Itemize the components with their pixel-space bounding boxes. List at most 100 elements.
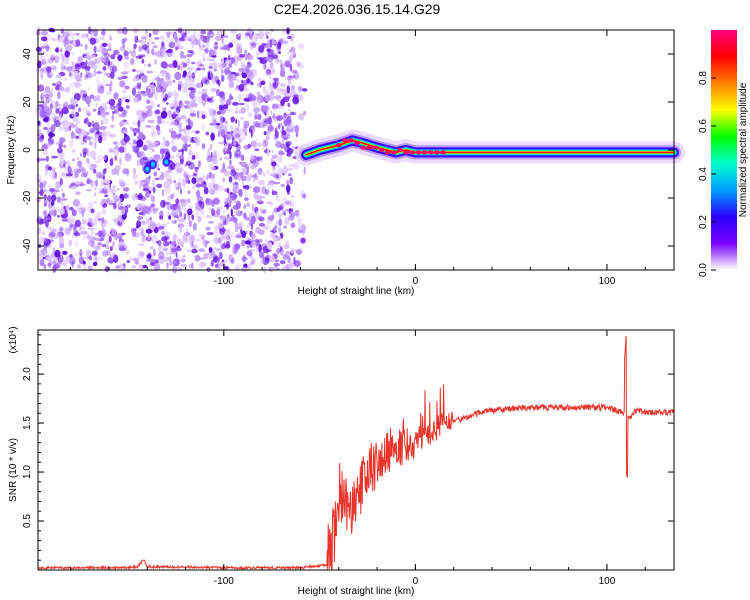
noise-cell [207, 97, 212, 102]
noise-cell [112, 194, 115, 198]
noise-cell [222, 210, 226, 213]
noise-cell [188, 78, 195, 82]
noise-cell [222, 177, 226, 182]
noise-cell [235, 118, 238, 124]
noise-cell [137, 227, 145, 231]
noise-cell [147, 145, 153, 151]
noise-cell [84, 55, 91, 59]
noise-cell [244, 197, 249, 201]
noise-cell [71, 209, 77, 217]
noise-cell [265, 68, 272, 76]
noise-cell [254, 122, 261, 128]
noise-cell [209, 58, 215, 62]
noise-cell [162, 97, 168, 102]
noise-cell [201, 98, 206, 107]
noise-cell [178, 133, 182, 137]
noise-cell [114, 105, 119, 114]
noise-cell [48, 261, 52, 269]
noise-cell [48, 166, 53, 171]
noise-cell [168, 215, 172, 220]
noise-cell [288, 75, 296, 79]
noise-cell [289, 63, 293, 72]
noise-cell [267, 124, 274, 132]
noise-cell [47, 226, 54, 232]
noise-cell [226, 131, 231, 134]
noise-cell [51, 194, 57, 202]
noise-cell [128, 141, 132, 145]
spectrogram-x-ticks: -100 0 100 [70, 30, 646, 287]
noise-cell [250, 81, 254, 86]
noise-cell [119, 139, 125, 147]
noise-cell [160, 176, 163, 182]
noise-cell [133, 167, 137, 175]
noise-cell [151, 125, 156, 131]
noise-cell [79, 89, 83, 92]
noise-cell [145, 176, 150, 185]
noise-cell [227, 165, 235, 170]
noise-cell [99, 37, 106, 41]
noise-cell [61, 198, 68, 201]
noise-cell [137, 119, 141, 128]
noise-cell [214, 47, 217, 56]
noise-cell [224, 244, 231, 249]
noise-cell [206, 240, 210, 244]
noise-cell [133, 140, 137, 145]
noise-cell [201, 237, 205, 246]
noise-cell [81, 170, 89, 175]
noise-cell [99, 202, 104, 205]
noise-cell [258, 223, 266, 227]
noise-cell [303, 166, 306, 175]
noise-cell [94, 187, 97, 191]
noise-cell [184, 143, 188, 152]
noise-cell [287, 35, 292, 40]
noise-cell [281, 208, 285, 216]
noise-cell [38, 191, 44, 195]
noise-cell [205, 226, 211, 231]
noise-cell [99, 85, 105, 91]
noise-cell [113, 202, 117, 210]
noise-cell [130, 227, 137, 234]
noise-cell [121, 26, 128, 35]
noise-cell [138, 184, 142, 189]
noise-cell [90, 53, 96, 59]
spectrogram-y-axis-label: Frequency (Hz) [6, 116, 17, 185]
noise-cell [159, 77, 165, 83]
noise-cell [164, 140, 170, 147]
noise-cell [55, 47, 59, 53]
noise-cell [112, 241, 115, 248]
noise-cell [55, 80, 62, 87]
signal-hotspot [403, 150, 410, 155]
noise-cell [97, 211, 102, 215]
noise-cell [213, 189, 218, 195]
noise-cell [147, 194, 152, 198]
noise-cell [175, 46, 179, 51]
noise-cell [51, 176, 58, 181]
noise-cell [153, 248, 156, 257]
noise-cell [53, 117, 57, 125]
noise-cell [246, 245, 251, 249]
noise-cell [289, 49, 297, 56]
noise-cell [44, 167, 48, 176]
noise-cell [211, 80, 216, 85]
noise-cell [295, 138, 298, 143]
noise-cell [257, 200, 264, 205]
noise-cell [119, 181, 126, 188]
noise-cell [78, 256, 84, 265]
noise-cell [276, 114, 283, 122]
noise-cell [279, 37, 285, 42]
noise-cell [137, 216, 144, 220]
noise-cell [259, 167, 263, 173]
noise-cell [47, 263, 52, 267]
noise-cell [105, 245, 110, 250]
noise-cell [109, 181, 112, 190]
noise-cell [177, 217, 184, 223]
noise-cell [203, 91, 208, 99]
noise-cell [187, 66, 194, 71]
noise-cell [145, 140, 152, 144]
spectrogram-panel: -100 0 100 -40 -20 0 20 40 Height of straight … [6, 26, 685, 297]
noise-cell [169, 39, 175, 43]
noise-cell [221, 38, 225, 44]
noise-cell [230, 30, 238, 34]
noise-cell [288, 108, 291, 112]
noise-cell [198, 248, 206, 253]
